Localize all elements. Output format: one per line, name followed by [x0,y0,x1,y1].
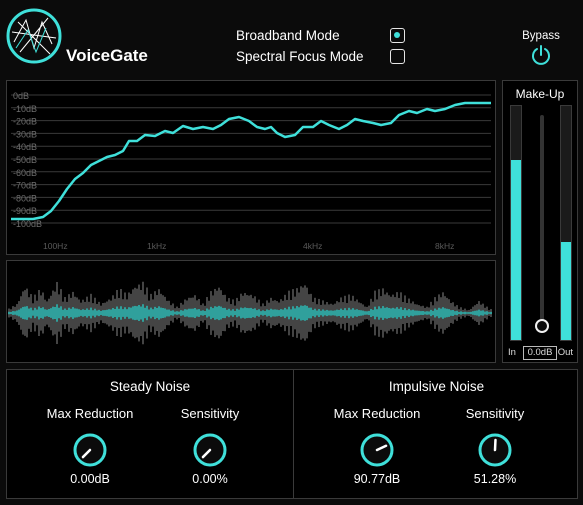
controls-panel: Steady Noise Max Reduction 0.00dB Sensit… [6,369,578,499]
db-tick-label: -20dB [13,117,37,127]
steady-sensitivity-control: Sensitivity 0.00% [155,406,265,486]
db-tick-label: -50dB [13,155,37,165]
power-icon[interactable] [530,44,552,66]
output-waveform [8,304,492,322]
db-tick-label: -90dB [13,206,37,216]
steady-noise-title: Steady Noise [109,379,191,394]
spectral-focus-mode-label: Spectral Focus Mode [236,48,364,64]
steady-sensitivity-knob[interactable] [192,432,228,468]
db-tick-label: 0dB [13,91,29,101]
bypass-label: Bypass [522,30,560,42]
db-tick-label: -100dB [13,219,42,229]
impulsive-sensitivity-control: Sensitivity 51.28% [440,406,550,486]
output-meter-fill [561,241,571,340]
freq-tick-label: 100Hz [43,241,68,251]
header: VoiceGate Broadband Mode Spectral Focus … [0,0,583,80]
makeup-panel: Make-Up In 0.0dB Out [502,80,578,363]
db-tick-label: -70dB [13,181,37,191]
impulsive-sensitivity-knob[interactable] [477,432,513,468]
impulsive-max-reduction-knob[interactable] [359,432,395,468]
steady-max-reduction-label: Max Reduction [46,406,134,421]
waveform-display [8,281,492,345]
impulsive-max-reduction-control: Max Reduction 90.77dB [322,406,432,486]
steady-sensitivity-label: Sensitivity [180,406,240,421]
knob-pointer [375,444,388,452]
makeup-value-field[interactable]: 0.0dB [523,346,557,360]
bypass-control[interactable]: Bypass [516,30,566,66]
db-tick-label: -40dB [13,142,37,152]
knob-pointer [201,448,212,459]
db-tick-label: -10dB [13,104,37,114]
spectrum-panel: 0dB -10dB -20dB -30dB -40dB -50dB -60dB -70dB -8… [6,80,496,255]
waveform-panel [6,260,496,363]
input-meter-fill [511,159,521,340]
impulsive-noise-title: Impulsive Noise [388,379,485,394]
knob-pointer [81,448,92,459]
output-meter [560,105,572,341]
logo-icon [6,8,62,64]
steady-sensitivity-value[interactable]: 0.00% [192,472,228,486]
db-tick-label: -30dB [13,129,37,139]
spectrum-curve [11,101,491,221]
steady-noise-section: Steady Noise Max Reduction 0.00dB Sensit… [7,370,293,498]
output-label: Out [557,347,573,358]
steady-max-reduction-control: Max Reduction 0.00dB [35,406,145,486]
makeup-fader-track[interactable] [540,115,544,333]
broadband-mode-label: Broadband Mode [236,27,340,43]
impulsive-noise-section: Impulsive Noise Max Reduction 90.77dB Se… [294,370,579,498]
freq-tick-label: 4kHz [303,241,322,251]
makeup-footer: In 0.0dB Out [503,346,577,360]
impulsive-sensitivity-value[interactable]: 51.28% [473,472,517,486]
spectrum-graph: 0dB -10dB -20dB -30dB -40dB -50dB -60dB -70dB -8… [11,91,491,251]
impulsive-max-reduction-label: Max Reduction [333,406,421,421]
spectral-focus-mode-row[interactable]: Spectral Focus Mode [236,47,405,65]
section-divider [293,370,294,498]
input-label: In [508,347,516,358]
input-meter [510,105,522,341]
makeup-title: Make-Up [515,87,565,101]
db-tick-label: -80dB [13,193,37,203]
app-title: VoiceGate [66,46,148,65]
freq-tick-label: 8kHz [435,241,454,251]
spectral-focus-mode-checkbox[interactable] [390,48,405,64]
steady-max-reduction-value[interactable]: 0.00dB [70,472,110,486]
steady-max-reduction-knob[interactable] [72,432,108,468]
broadband-mode-row[interactable]: Broadband Mode [236,26,405,44]
freq-tick-label: 1kHz [147,241,166,251]
db-tick-label: -60dB [13,168,37,178]
impulsive-max-reduction-value[interactable]: 90.77dB [353,472,401,486]
broadband-mode-checkbox[interactable] [390,27,405,43]
impulsive-sensitivity-label: Sensitivity [465,406,525,421]
makeup-fader-knob[interactable] [535,319,549,333]
